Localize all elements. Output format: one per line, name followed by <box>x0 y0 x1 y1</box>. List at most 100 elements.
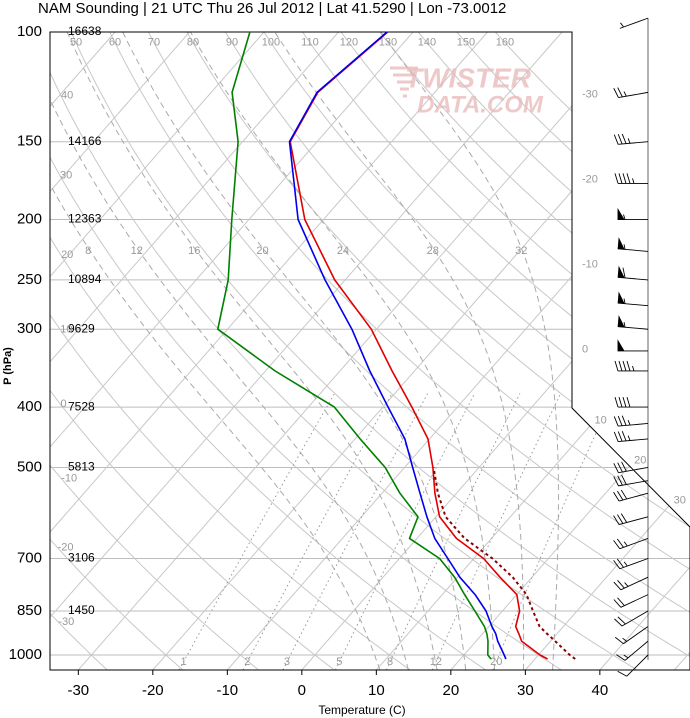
x-tick-label: 0 <box>298 682 306 699</box>
wind-barb <box>613 576 649 591</box>
y-tick-label: 200 <box>17 211 42 228</box>
x-axis-label: Temperature (C) <box>318 703 405 717</box>
dry-adiabat <box>50 32 335 670</box>
dry-adiabat <box>50 32 638 670</box>
moist-adiabat-label: 24 <box>337 245 349 257</box>
dry-adiabat <box>456 32 690 670</box>
dry-adiabat <box>50 32 184 670</box>
wind-barb <box>613 538 649 550</box>
mixing-ratio-label: 5 <box>336 656 342 668</box>
isotherm <box>50 32 116 670</box>
wind-barb <box>613 431 649 443</box>
x-tick-label: 30 <box>517 682 534 699</box>
moist-adiabat <box>66 32 438 670</box>
height-label: 1450 <box>68 603 95 617</box>
mixing-ratio-label: 20 <box>490 656 502 668</box>
wind-barb <box>613 474 649 487</box>
y-tick-label: 700 <box>17 549 42 566</box>
sounding-line <box>289 31 548 660</box>
y-tick-label: 100 <box>17 23 42 40</box>
dry-adiabat-label: 90 <box>226 37 238 49</box>
moist-adiabat-label: 12 <box>131 245 143 257</box>
height-label: 9629 <box>68 321 95 335</box>
mixing-ratio-label: 8 <box>387 656 393 668</box>
wind-barb <box>617 315 649 330</box>
x-tick-label: 10 <box>368 682 385 699</box>
mixing-ratio-line <box>431 393 562 670</box>
height-label: 5813 <box>68 460 95 474</box>
isotherm-label: -20 <box>582 173 598 185</box>
dry-adiabat-label: 10 <box>60 324 72 336</box>
x-tick-label: -20 <box>142 682 164 699</box>
height-label: 3106 <box>68 551 95 565</box>
y-tick-label: 300 <box>17 320 42 337</box>
dry-adiabat-label: -10 <box>61 473 77 485</box>
isotherm <box>50 32 339 670</box>
dry-adiabat <box>224 32 690 670</box>
y-tick-label: 150 <box>17 133 42 150</box>
dry-adiabat <box>495 32 690 670</box>
y-axis-label: P (hPa) <box>2 347 14 385</box>
wind-barb <box>617 291 649 307</box>
wind-barb <box>613 594 649 608</box>
x-tick-label: -30 <box>67 682 89 699</box>
wind-barb <box>617 265 649 281</box>
dry-adiabat <box>50 32 411 670</box>
height-label: 14166 <box>68 134 102 148</box>
dry-adiabat-label: 60 <box>109 37 121 49</box>
wind-barb <box>617 654 649 677</box>
mixing-ratio-line <box>242 393 393 670</box>
x-tick-label: 20 <box>442 682 459 699</box>
mixing-ratio-line <box>334 393 476 670</box>
dry-adiabat <box>186 32 690 670</box>
sounding-line <box>217 31 492 660</box>
dry-adiabat-label: 80 <box>187 37 199 49</box>
dry-adiabat <box>263 32 690 670</box>
mixing-ratio-label: 12 <box>430 656 442 668</box>
dry-adiabat <box>50 32 562 670</box>
moist-adiabat-label: 20 <box>256 245 268 257</box>
wind-barb <box>614 173 648 184</box>
wind-barb <box>613 461 649 474</box>
mixing-ratio-label: 3 <box>284 656 290 668</box>
dry-adiabat-label: 40 <box>61 90 73 102</box>
chart-title: NAM Sounding | 21 UTC Thu 26 Jul 2012 | … <box>38 0 506 17</box>
moist-adiabat-label: 8 <box>85 245 91 257</box>
watermark-icon <box>390 66 418 98</box>
isotherm <box>524 32 690 670</box>
moist-adiabat-label: 16 <box>188 245 200 257</box>
wind-barb <box>617 237 649 252</box>
watermark: TWISTER <box>405 62 532 93</box>
watermark: DATA.COM <box>417 91 544 118</box>
dry-adiabat-label: 100 <box>262 37 280 49</box>
y-tick-label: 250 <box>17 271 42 288</box>
wind-barb <box>613 87 649 99</box>
dry-adiabat <box>379 32 690 670</box>
sounding-line <box>288 31 507 660</box>
dry-adiabat <box>417 32 690 670</box>
isotherm-label: -10 <box>582 259 598 271</box>
dry-adiabat-label: 150 <box>457 37 475 49</box>
wind-barb <box>617 339 648 352</box>
plot-frame <box>49 31 690 671</box>
dry-adiabat-label: -20 <box>58 542 74 554</box>
wind-barb <box>613 489 649 502</box>
wind-barb <box>613 415 649 427</box>
dry-adiabat-label: 130 <box>379 37 397 49</box>
isotherm-label: 30 <box>674 494 686 506</box>
dry-adiabat-label: 110 <box>301 37 319 49</box>
isotherm <box>50 32 414 670</box>
dry-adiabat-label: 120 <box>340 37 358 49</box>
moist-adiabat-label: 32 <box>515 245 527 257</box>
isotherm <box>226 32 690 670</box>
wind-barb <box>617 207 648 220</box>
y-tick-label: 400 <box>17 398 42 415</box>
wind-barb <box>614 626 649 645</box>
mixing-ratio-line <box>492 393 615 670</box>
isotherm <box>50 32 190 670</box>
isotherm <box>77 32 637 670</box>
dry-adiabat-label: -30 <box>58 616 74 628</box>
dry-adiabat <box>50 32 108 670</box>
